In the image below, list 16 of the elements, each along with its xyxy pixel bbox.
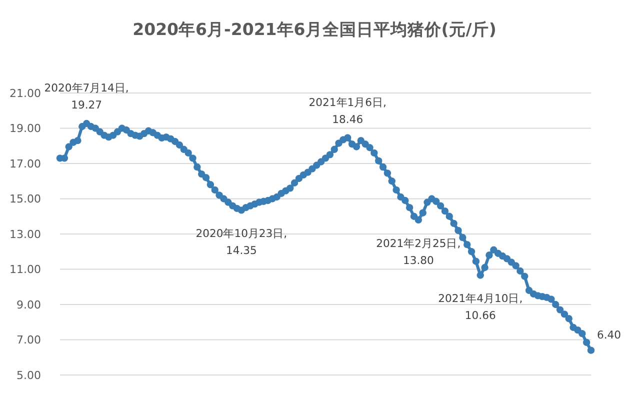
y-tick-label: 15.00 [10,192,41,206]
y-tick-label: 19.00 [10,122,41,136]
data-label: 2021年1月6日, 18.46 [308,96,386,126]
y-tick-label: 21.00 [10,86,41,100]
y-tick-label: 5.00 [16,368,41,382]
y-tick-label: 7.00 [16,334,41,347]
data-label: 2020年10月23日, 14.35 [196,227,288,258]
data-label: 2020年7月14日, 19.27 [44,81,129,112]
y-tick-label: 11.00 [10,263,41,276]
data-label: 2021年4月10日, 10.66 [438,292,523,322]
data-label: 2021年2月25日, 13.80 [376,236,461,267]
data-label: 6.40 [597,328,622,342]
y-tick-label: 9.00 [16,298,41,312]
chart-title: 2020年6月-2021年6月全国日平均猪价(元/斤) [132,19,498,41]
y-tick-label: 17.00 [10,157,41,170]
y-tick-label: 13.00 [10,228,41,241]
